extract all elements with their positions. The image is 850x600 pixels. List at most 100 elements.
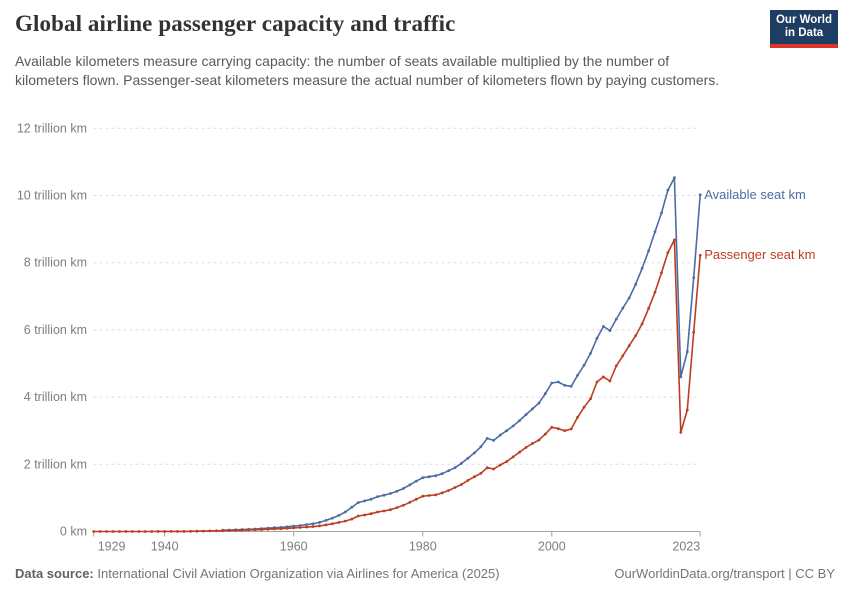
y-tick-label: 4 trillion km xyxy=(24,390,87,404)
series-point xyxy=(569,427,573,431)
series-point xyxy=(531,407,534,411)
series-point xyxy=(621,354,625,358)
series-point xyxy=(505,460,508,463)
series-point xyxy=(498,463,502,467)
series-point xyxy=(337,514,341,517)
series-point xyxy=(382,509,386,513)
series-point xyxy=(311,522,315,526)
series-point xyxy=(595,336,599,340)
series-point xyxy=(305,525,308,529)
series-point xyxy=(685,350,689,354)
series-point xyxy=(479,445,483,449)
series-point xyxy=(524,446,528,449)
series-point xyxy=(369,497,373,501)
series-point xyxy=(169,530,173,533)
series-point xyxy=(679,431,683,434)
series-point xyxy=(389,492,392,495)
series-point xyxy=(208,529,212,533)
series-point xyxy=(653,290,657,294)
series-point xyxy=(556,427,560,431)
series-point xyxy=(511,424,515,428)
series-point xyxy=(634,334,638,337)
series-point xyxy=(440,491,444,495)
series-point xyxy=(673,238,676,242)
series-point xyxy=(485,437,489,440)
y-tick-label: 2 trillion km xyxy=(24,457,87,471)
y-tick-label: 8 trillion km xyxy=(24,256,87,270)
chart-subtitle: Available kilometers measure carrying ca… xyxy=(15,53,720,88)
footer-link[interactable]: OurWorldinData.org/transport | CC BY xyxy=(614,566,835,581)
series-point xyxy=(627,296,631,300)
series-point xyxy=(363,513,367,517)
series-point xyxy=(543,432,547,436)
series-point xyxy=(402,487,405,490)
series-point xyxy=(531,442,534,445)
series-point xyxy=(298,524,302,527)
series-point xyxy=(214,529,218,533)
series-point xyxy=(356,514,360,518)
series-point xyxy=(492,439,496,442)
series-point xyxy=(698,253,702,257)
series-point xyxy=(550,425,554,429)
series-point xyxy=(324,519,328,522)
series-point xyxy=(666,188,670,192)
series-point xyxy=(427,475,431,479)
series-point xyxy=(466,456,470,460)
data-source: Data source: International Civil Aviatio… xyxy=(15,566,500,581)
y-tick-label: 6 trillion km xyxy=(24,323,87,337)
x-tick-label: 1929 xyxy=(98,540,126,554)
series-point xyxy=(440,472,444,476)
data-source-label: Data source: xyxy=(15,566,94,581)
series-point xyxy=(576,373,579,377)
series-point xyxy=(189,529,192,533)
series-point xyxy=(608,379,612,383)
series-point xyxy=(356,501,360,504)
series-point xyxy=(640,267,644,270)
series-point xyxy=(602,375,605,379)
chart-footer: Data source: International Civil Aviatio… xyxy=(15,566,835,581)
series-point xyxy=(447,489,450,492)
series-point xyxy=(163,530,167,533)
series-point xyxy=(408,500,412,504)
series-point xyxy=(582,363,586,367)
series-point xyxy=(402,503,405,507)
series-point xyxy=(563,429,567,433)
series-point xyxy=(492,467,496,471)
series-point xyxy=(421,494,425,498)
series-point xyxy=(563,383,567,387)
series-point xyxy=(421,476,425,480)
series-point xyxy=(382,493,386,497)
series-point xyxy=(518,419,521,422)
series-point xyxy=(240,528,244,532)
series-point xyxy=(195,529,199,533)
series-point xyxy=(460,461,463,465)
page-title: Global airline passenger capacity and tr… xyxy=(15,11,456,36)
series-point xyxy=(318,524,321,528)
series-point xyxy=(698,193,702,197)
series-point xyxy=(414,497,418,501)
series-point xyxy=(92,530,96,533)
x-tick-label: 2000 xyxy=(538,540,566,554)
series-point xyxy=(131,530,134,533)
series-point xyxy=(434,493,438,497)
series-point xyxy=(634,282,638,286)
series-point xyxy=(202,529,205,533)
y-tick-label: 10 trillion km xyxy=(17,189,87,203)
x-tick-label: 1980 xyxy=(409,540,437,554)
owid-logo[interactable]: Our World in Data xyxy=(770,10,838,48)
series-point xyxy=(524,413,528,416)
series-point xyxy=(408,483,412,487)
series-point xyxy=(614,364,618,368)
series-point xyxy=(473,451,476,455)
series-point xyxy=(376,495,379,498)
series-point xyxy=(176,530,180,533)
x-tick-label: 1960 xyxy=(280,540,308,554)
series-point xyxy=(395,506,399,509)
series-point xyxy=(137,530,141,533)
series-point xyxy=(673,176,676,180)
y-tick-label: 0 km xyxy=(60,525,87,539)
series-point xyxy=(498,433,502,437)
series-point xyxy=(369,512,373,516)
series-point xyxy=(273,527,276,531)
series-point xyxy=(589,352,592,355)
